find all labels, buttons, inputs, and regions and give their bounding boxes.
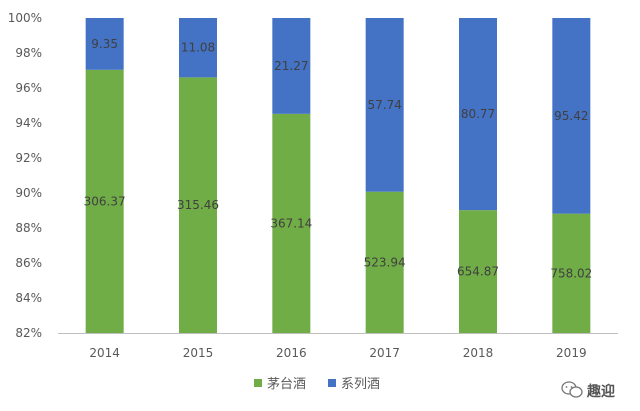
x-tick-label: 2014	[89, 346, 120, 360]
legend: 茅台酒 系列酒	[254, 377, 380, 392]
legend-swatch-series	[328, 379, 336, 387]
watermark-text: 趣迎	[586, 383, 615, 400]
watermark: 趣迎	[561, 381, 615, 400]
y-tick-label: 90%	[15, 186, 42, 200]
y-tick-label: 100%	[8, 11, 42, 25]
y-tick-label: 84%	[15, 291, 42, 305]
data-label-series: 57.74	[367, 98, 401, 112]
bar-segment-maotai	[365, 191, 404, 333]
legend-label-maotai: 茅台酒	[267, 377, 306, 392]
bar-segment-maotai	[179, 77, 217, 334]
data-label-series: 80.77	[461, 107, 495, 121]
y-tick-label: 94%	[15, 116, 42, 130]
bar-segment-series	[459, 18, 497, 211]
data-labels: 306.37 9.35 315.46 11.08 367.14 21.27 523.94 57…	[84, 37, 593, 280]
y-tick-label: 96%	[15, 81, 42, 95]
data-label-series: 9.35	[91, 37, 118, 51]
data-label-series: 11.08	[181, 41, 215, 55]
y-tick-label: 82%	[15, 326, 42, 340]
x-tick-label: 2017	[369, 346, 400, 360]
legend-label-series: 系列酒	[341, 377, 380, 392]
y-axis-ticks: 82% 84% 86% 88% 90% 92% 94% 96% 98% 100%	[8, 11, 42, 340]
bar-segment-series	[552, 18, 591, 214]
bar-segment-series	[272, 18, 311, 114]
x-tick-label: 2019	[556, 346, 587, 360]
data-label-maotai: 315.46	[177, 198, 219, 212]
y-tick-label: 98%	[15, 46, 42, 60]
bar-segment-series	[365, 18, 404, 192]
data-label-maotai: 306.37	[84, 194, 126, 208]
bar-segment-maotai	[272, 113, 311, 333]
data-label-maotai: 523.94	[364, 255, 406, 269]
x-axis-ticks: 2014 2015 2016 2017 2018 2019	[89, 346, 586, 360]
bar-segment-maotai	[552, 213, 591, 333]
bar-segment-maotai	[459, 210, 497, 333]
bar-segment-series	[179, 18, 217, 78]
y-tick-label: 88%	[15, 221, 42, 235]
bars	[85, 18, 591, 334]
y-tick-label: 86%	[15, 256, 42, 270]
bar-segment-series	[85, 18, 124, 70]
x-tick-label: 2018	[463, 346, 494, 360]
data-label-maotai: 654.87	[457, 265, 499, 279]
legend-swatch-maotai	[254, 379, 262, 387]
wechat-icon	[561, 381, 583, 398]
data-label-maotai: 367.14	[270, 216, 312, 230]
data-label-maotai: 758.02	[550, 266, 592, 280]
x-tick-label: 2016	[276, 346, 307, 360]
data-label-series: 21.27	[274, 59, 308, 73]
x-tick-label: 2015	[183, 346, 214, 360]
data-label-series: 95.42	[554, 109, 588, 123]
y-tick-label: 92%	[15, 151, 42, 165]
bar-segment-maotai	[85, 69, 124, 333]
